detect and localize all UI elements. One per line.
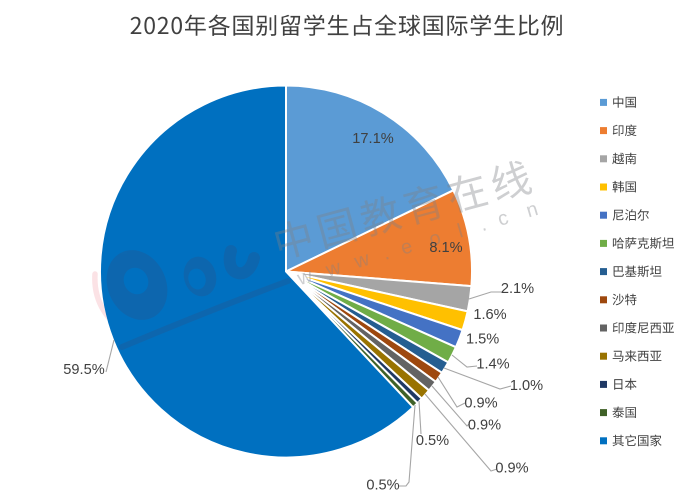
svg-text:w: w [351,248,373,274]
svg-text:l: l [455,220,466,242]
svg-text:17.1%: 17.1% [352,131,393,147]
svg-text:59.5%: 59.5% [63,362,104,378]
svg-text:0.5%: 0.5% [416,433,449,449]
svg-text:8.1%: 8.1% [429,240,462,256]
svg-text:2.1%: 2.1% [501,281,534,297]
svg-text:0.5%: 0.5% [366,477,399,493]
svg-text:1.5%: 1.5% [466,331,499,347]
svg-text:0.9%: 0.9% [495,460,528,476]
svg-text:0.9%: 0.9% [468,417,501,433]
svg-text:1.6%: 1.6% [473,307,506,323]
svg-text:0.9%: 0.9% [464,395,497,411]
svg-text:w: w [294,265,316,291]
svg-text:.: . [380,242,392,265]
svg-text:1.4%: 1.4% [476,356,509,372]
svg-text:1.0%: 1.0% [510,378,543,394]
svg-text:w: w [322,256,344,282]
svg-text:.: . [477,213,489,236]
